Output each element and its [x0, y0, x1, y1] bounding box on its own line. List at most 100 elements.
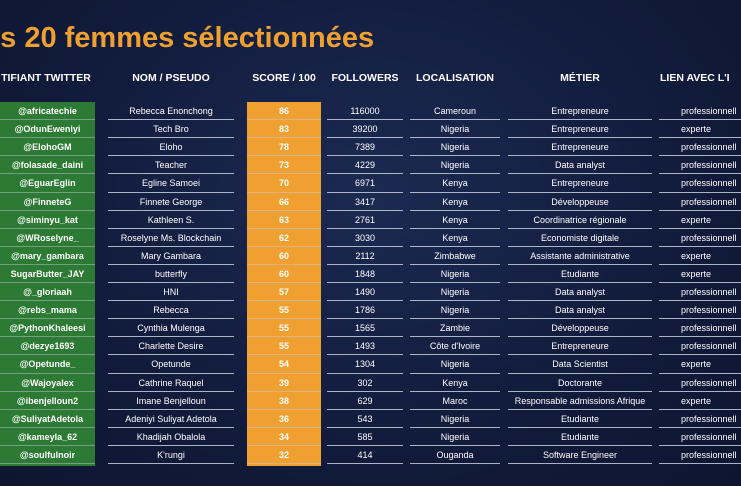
row-divider — [410, 408, 500, 410]
row-divider — [108, 390, 234, 392]
row-divider — [410, 282, 500, 283]
row-divider — [508, 119, 652, 121]
row-divider — [659, 336, 741, 338]
link-cell: experte — [681, 395, 712, 406]
row-divider — [659, 191, 741, 193]
name-cell: Eloho — [159, 142, 183, 153]
row-divider — [659, 463, 741, 464]
row-divider — [410, 300, 500, 302]
job-cell: Entrepreneure — [551, 142, 609, 153]
name-cell: Roselyne Ms. Blockchain — [120, 232, 222, 243]
followers-cell: 414 — [357, 449, 373, 460]
link-cell: professionnell — [681, 232, 737, 243]
row-divider — [659, 173, 741, 175]
row-divider — [659, 318, 741, 320]
name-cell: Kathleen S. — [147, 214, 195, 225]
row-divider — [0, 119, 95, 121]
score-cell: 86 — [278, 106, 289, 116]
row-divider — [659, 137, 741, 139]
row-divider — [247, 408, 321, 410]
score-cell: 66 — [278, 196, 289, 207]
followers-cell: 543 — [357, 413, 373, 424]
link-cell: professionnell — [681, 377, 737, 388]
link-cell: professionnell — [681, 160, 737, 171]
handle-cell: @mary_gambara — [11, 250, 84, 261]
location-cell: Kenya — [442, 196, 468, 207]
followers-cell: 1848 — [354, 268, 376, 279]
handle-cell: @africatechie — [18, 106, 77, 116]
name-cell: Cynthia Mulenga — [137, 323, 205, 334]
row-divider — [659, 354, 741, 356]
row-divider — [327, 263, 403, 265]
row-divider — [410, 173, 500, 175]
followers-cell: 1786 — [354, 305, 376, 316]
followers-cell: 6971 — [354, 178, 376, 189]
score-cell: 57 — [278, 287, 289, 297]
job-cell: Etudiante — [560, 413, 600, 424]
header-location: LOCALISATION — [416, 72, 494, 84]
location-cell: Zimbabwe — [434, 250, 476, 261]
row-divider — [410, 318, 500, 320]
row-divider — [508, 463, 652, 464]
row-divider — [247, 263, 321, 265]
row-divider — [0, 173, 95, 175]
score-cell: 55 — [278, 323, 289, 334]
job-cell: Data analyst — [554, 305, 606, 316]
handle-cell: @FinneteG — [23, 196, 72, 207]
row-divider — [410, 390, 500, 392]
header-followers: FOLLOWERS — [331, 72, 399, 84]
job-cell: Entrepreneure — [551, 106, 609, 116]
row-divider — [327, 119, 403, 121]
row-divider — [327, 444, 403, 446]
row-divider — [410, 191, 500, 193]
row-divider — [410, 245, 500, 247]
row-divider — [0, 318, 95, 320]
location-cell: Cameroun — [433, 106, 477, 116]
handle-cell: @SuliyatAdetola — [11, 413, 84, 424]
location-cell: Nigeria — [440, 359, 470, 370]
handle-cell: @siminyu_kat — [17, 214, 78, 225]
followers-cell: 302 — [357, 377, 373, 388]
row-divider — [0, 463, 95, 464]
row-divider — [327, 209, 403, 211]
row-divider — [0, 155, 95, 157]
score-cell: 83 — [278, 124, 289, 135]
row-divider — [0, 282, 95, 283]
followers-cell: 1565 — [354, 323, 376, 334]
score-cell: 38 — [278, 395, 289, 406]
row-divider — [508, 137, 652, 139]
score-cell: 60 — [278, 268, 289, 279]
row-divider — [108, 463, 234, 464]
followers-cell: 585 — [357, 431, 373, 442]
handle-column-bg — [0, 102, 95, 466]
row-divider — [410, 336, 500, 338]
row-divider — [247, 318, 321, 320]
job-cell: Développeuse — [551, 323, 609, 334]
row-divider — [0, 444, 95, 446]
name-cell: HNI — [163, 287, 179, 297]
followers-cell: 4229 — [354, 160, 376, 171]
job-cell: Data analyst — [554, 287, 606, 297]
location-cell: Nigeria — [440, 287, 470, 297]
score-cell: 78 — [278, 142, 289, 153]
row-divider — [508, 191, 652, 193]
row-divider — [410, 463, 500, 464]
job-cell: Etudiante — [560, 268, 600, 279]
row-divider — [108, 245, 234, 247]
row-divider — [0, 137, 95, 139]
row-divider — [410, 119, 500, 121]
row-divider — [0, 354, 95, 356]
name-cell: Adeniyi Suliyat Adetola — [125, 413, 217, 424]
link-cell: professionnell — [681, 178, 737, 189]
row-divider — [247, 227, 321, 229]
row-divider — [327, 354, 403, 356]
followers-cell: 629 — [357, 395, 373, 406]
row-divider — [327, 300, 403, 302]
row-divider — [108, 119, 234, 121]
handle-cell: SugarButter_JAY — [10, 268, 85, 279]
row-divider — [508, 408, 652, 410]
row-divider — [410, 444, 500, 446]
score-cell: 55 — [278, 305, 289, 316]
row-divider — [108, 354, 234, 356]
link-cell: professionnell — [681, 142, 737, 153]
